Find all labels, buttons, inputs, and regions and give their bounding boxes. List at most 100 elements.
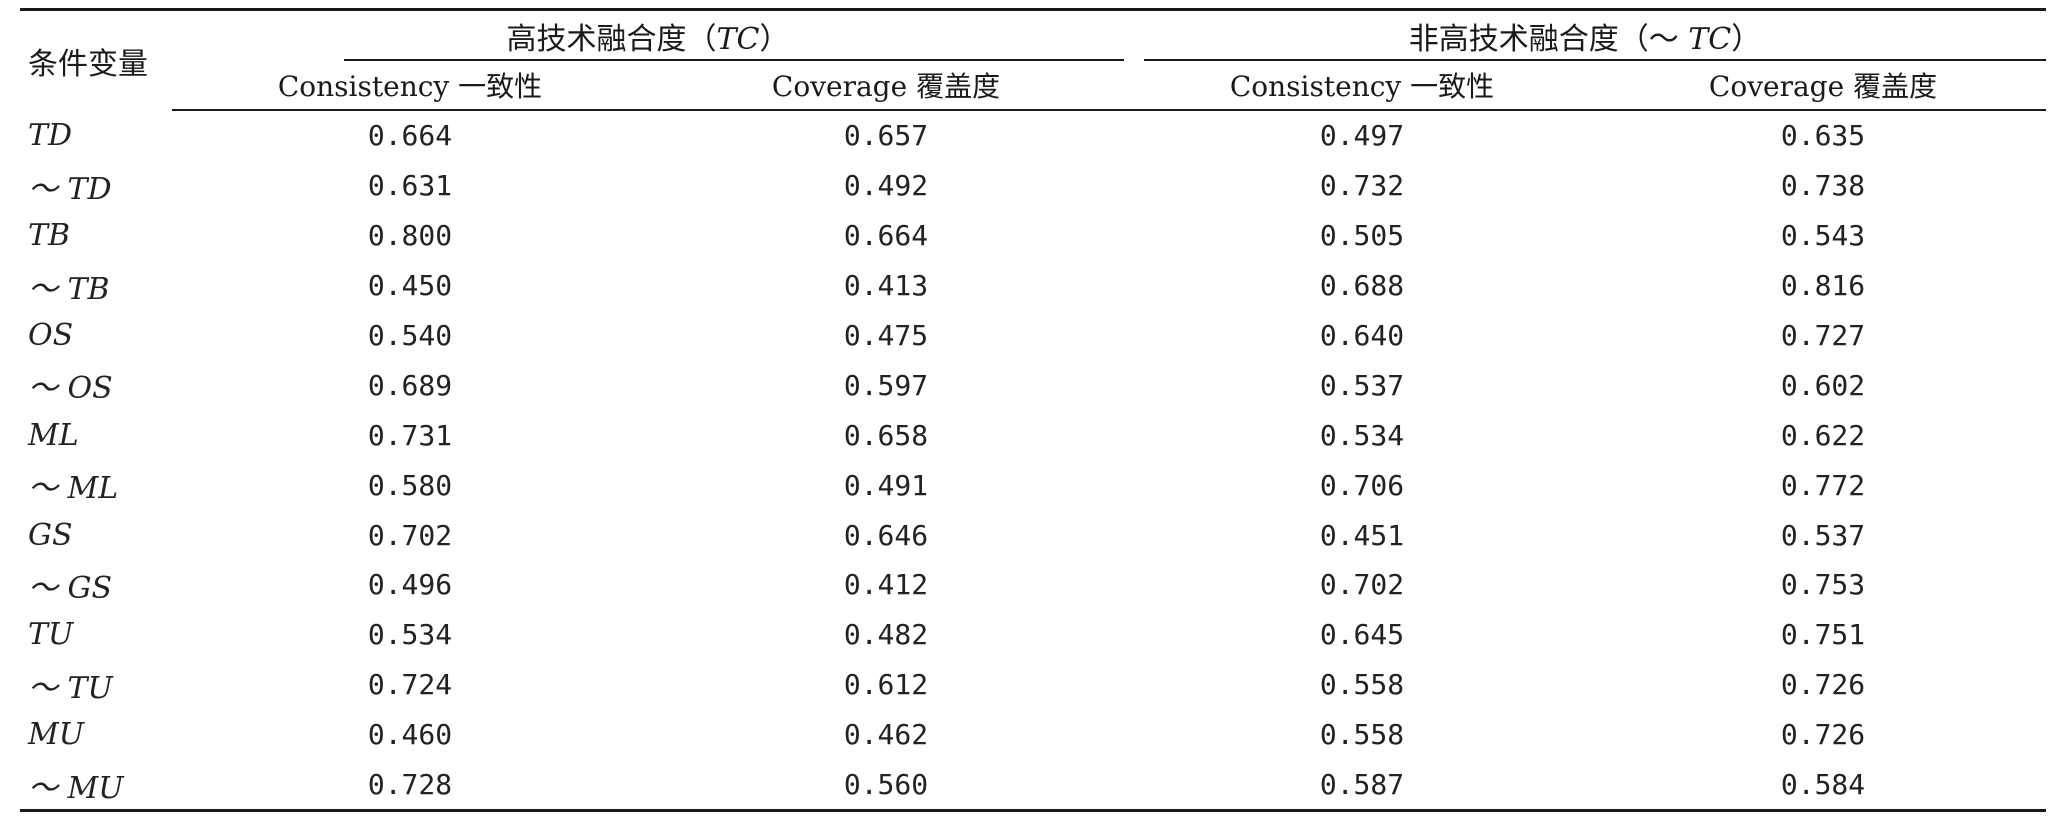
table-row: ～ TU 0.724 0.612 0.558 0.726 bbox=[20, 660, 2046, 710]
table-row: ～ ML 0.580 0.491 0.706 0.772 bbox=[20, 460, 2046, 510]
value-cell: 0.540 bbox=[367, 319, 453, 352]
value-cell: 0.688 bbox=[1319, 269, 1405, 303]
value-cell: 0.537 bbox=[1319, 368, 1405, 402]
condition-cell: ～ TD bbox=[28, 171, 112, 207]
condition-cell: ～ MU bbox=[20, 759, 172, 813]
table-row: OS 0.540 0.475 0.640 0.727 bbox=[20, 311, 2046, 361]
value-cell: 0.558 bbox=[1319, 718, 1405, 752]
value-cell: 0.491 bbox=[843, 468, 929, 502]
condition-cell: ～ TB bbox=[28, 271, 110, 307]
group-underline bbox=[1144, 59, 2047, 61]
value-cell: 0.496 bbox=[367, 568, 453, 602]
results-table: 条件变量 高技术融合度（TC） 非高技术融合度（～ TC） Consistenc… bbox=[20, 8, 2047, 813]
condition-cell: ～ ML bbox=[28, 471, 119, 507]
subheader-coverage: Coverage 覆盖度 bbox=[648, 61, 1124, 111]
table-row: ～ TD 0.631 0.492 0.732 0.738 bbox=[20, 161, 2046, 211]
condition-cell: ～ TU bbox=[28, 670, 113, 706]
group-label-pre: 非高技术融合度（～ bbox=[1408, 22, 1689, 57]
value-cell: 0.602 bbox=[1780, 368, 1866, 402]
value-cell: 0.622 bbox=[1780, 418, 1866, 452]
value-cell: 0.732 bbox=[1319, 169, 1405, 203]
group-label-pre: 高技术融合度（ bbox=[506, 22, 717, 57]
group-label-italic: TC bbox=[1688, 22, 1732, 57]
condition-cell: OS bbox=[28, 318, 74, 353]
value-cell: 0.657 bbox=[843, 119, 929, 153]
value-cell: 0.702 bbox=[367, 518, 453, 552]
value-cell: 0.558 bbox=[1319, 668, 1405, 702]
value-cell: 0.800 bbox=[367, 219, 453, 253]
value-cell: 0.497 bbox=[1319, 119, 1405, 153]
group-underline bbox=[344, 59, 1124, 61]
condition-cell: ～ GS bbox=[28, 570, 113, 606]
group-label-post: ） bbox=[759, 22, 790, 57]
value-cell: 0.631 bbox=[367, 169, 453, 203]
value-cell: 0.462 bbox=[843, 718, 929, 752]
table-row: ～ OS 0.689 0.597 0.537 0.602 bbox=[20, 360, 2046, 410]
table-row: TD 0.664 0.657 0.497 0.635 bbox=[20, 110, 2046, 161]
value-cell: 0.482 bbox=[843, 618, 929, 652]
value-cell: 0.689 bbox=[367, 368, 453, 402]
header-row-groups: 条件变量 高技术融合度（TC） 非高技术融合度（～ TC） bbox=[20, 8, 2047, 110]
value-cell: 0.635 bbox=[1780, 119, 1866, 153]
value-cell: 0.640 bbox=[1319, 319, 1405, 352]
value-cell: 0.738 bbox=[1780, 169, 1866, 203]
subheader-coverage: Coverage 覆盖度 bbox=[1600, 61, 2047, 111]
condition-cell: GS bbox=[28, 517, 73, 553]
value-cell: 0.664 bbox=[367, 119, 453, 153]
condition-cell: TD bbox=[28, 117, 73, 153]
value-cell: 0.450 bbox=[367, 269, 453, 303]
value-cell: 0.534 bbox=[367, 618, 453, 652]
value-cell: 0.731 bbox=[367, 418, 453, 452]
value-cell: 0.816 bbox=[1780, 269, 1866, 303]
value-cell: 0.560 bbox=[648, 759, 1124, 813]
table-row: TB 0.800 0.664 0.505 0.543 bbox=[20, 211, 2046, 261]
table-row: GS 0.702 0.646 0.451 0.537 bbox=[20, 510, 2046, 560]
value-cell: 0.412 bbox=[843, 568, 929, 602]
value-cell: 0.580 bbox=[367, 468, 453, 502]
condition-cell: MU bbox=[28, 717, 85, 753]
value-cell: 0.537 bbox=[1780, 518, 1866, 552]
table-row: ～ GS 0.496 0.412 0.702 0.753 bbox=[20, 560, 2046, 610]
value-cell: 0.753 bbox=[1780, 568, 1866, 602]
value-cell: 0.658 bbox=[843, 418, 929, 452]
table-header: 条件变量 高技术融合度（TC） 非高技术融合度（～ TC） Consistenc… bbox=[20, 8, 2047, 111]
value-cell: 0.726 bbox=[1780, 718, 1866, 752]
condition-cell: ML bbox=[28, 417, 79, 453]
header-row-measures: Consistency 一致性 Coverage 覆盖度 Consistency… bbox=[20, 61, 2047, 111]
value-cell: 0.727 bbox=[1780, 319, 1866, 352]
table-row: ～ MU 0.728 0.560 0.587 0.584 bbox=[20, 759, 2047, 813]
value-cell: 0.543 bbox=[1780, 219, 1866, 253]
value-cell: 0.646 bbox=[843, 518, 929, 552]
value-cell: 0.451 bbox=[1319, 518, 1405, 552]
value-cell: 0.505 bbox=[1319, 219, 1405, 253]
row-header-label: 条件变量 bbox=[20, 8, 172, 110]
group-label-italic: TC bbox=[716, 22, 760, 57]
value-cell: 0.724 bbox=[367, 668, 453, 702]
table-body: TD 0.664 0.657 0.497 0.635 ～ TD 0.631 0.… bbox=[20, 110, 2047, 813]
value-cell: 0.706 bbox=[1319, 468, 1405, 502]
value-cell: 0.413 bbox=[843, 269, 929, 303]
value-cell: 0.612 bbox=[843, 668, 929, 702]
value-cell: 0.460 bbox=[367, 718, 453, 752]
table-row: MU 0.460 0.462 0.558 0.726 bbox=[20, 710, 2046, 760]
value-cell: 0.584 bbox=[1600, 759, 2047, 813]
value-cell: 0.534 bbox=[1319, 418, 1405, 452]
value-cell: 0.664 bbox=[843, 219, 929, 253]
group-header-high-tc: 高技术融合度（TC） bbox=[172, 8, 1124, 61]
group-label-post: ） bbox=[1731, 22, 1762, 57]
table-row: ～ TB 0.450 0.413 0.688 0.816 bbox=[20, 261, 2046, 311]
value-cell: 0.728 bbox=[172, 759, 648, 813]
table-row: ML 0.731 0.658 0.534 0.622 bbox=[20, 410, 2046, 460]
subheader-consistency: Consistency 一致性 bbox=[1124, 61, 1600, 111]
value-cell: 0.751 bbox=[1780, 618, 1866, 652]
group-header-non-high-tc: 非高技术融合度（～ TC） bbox=[1124, 8, 2047, 61]
value-cell: 0.475 bbox=[843, 319, 929, 352]
value-cell: 0.726 bbox=[1780, 668, 1866, 702]
value-cell: 0.645 bbox=[1319, 618, 1405, 652]
value-cell: 0.772 bbox=[1780, 468, 1866, 502]
condition-cell: ～ OS bbox=[28, 371, 113, 407]
condition-cell: TU bbox=[28, 617, 74, 653]
condition-cell: TB bbox=[28, 218, 71, 254]
value-cell: 0.587 bbox=[1124, 759, 1600, 813]
